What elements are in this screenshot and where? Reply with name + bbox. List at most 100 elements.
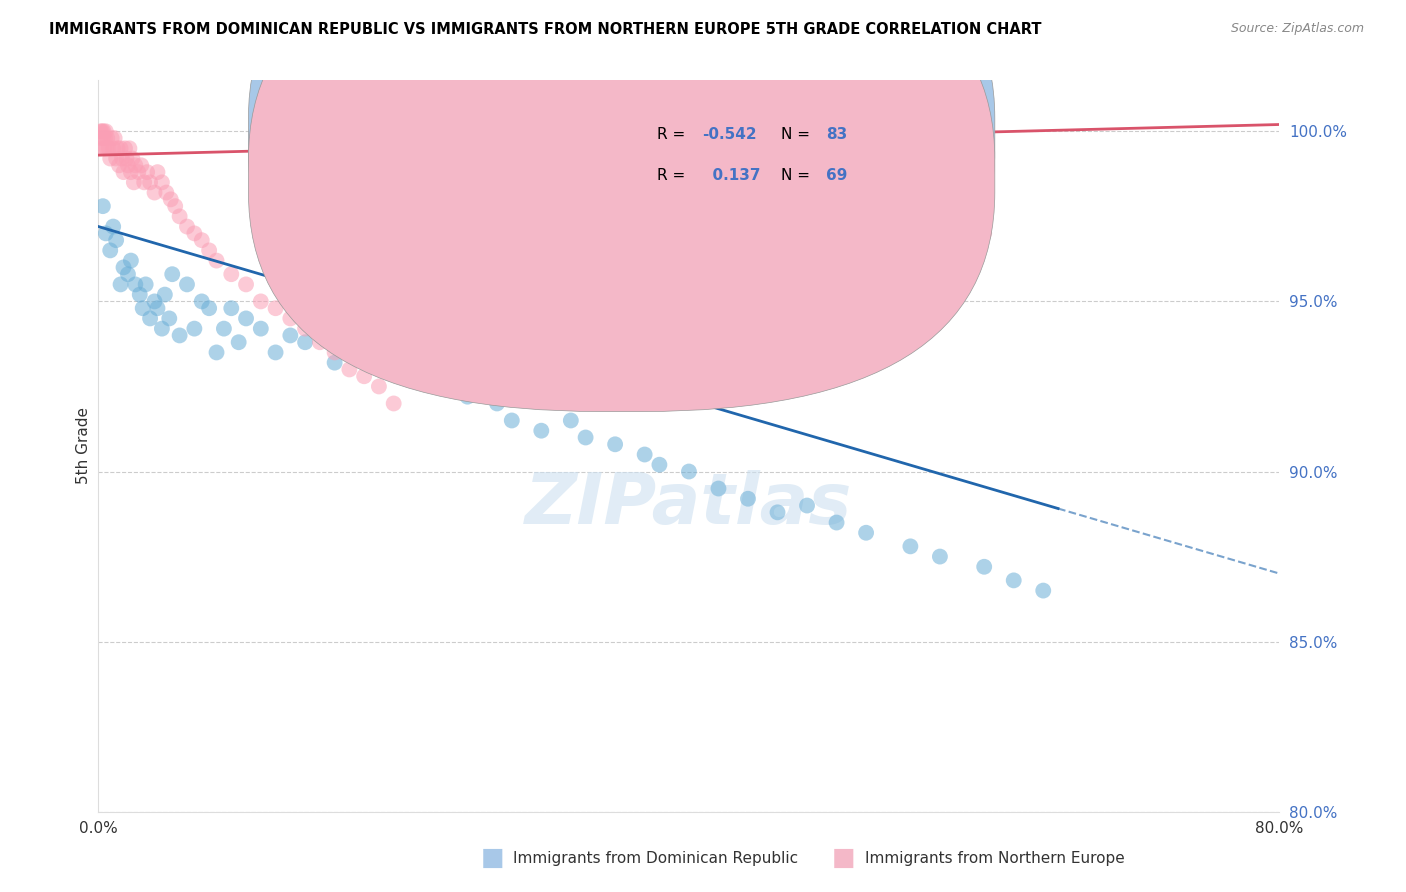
Point <box>309 311 332 326</box>
Point <box>441 362 464 376</box>
Point <box>973 559 995 574</box>
Point <box>118 141 141 155</box>
Point <box>129 158 152 172</box>
Point <box>198 244 221 258</box>
Point <box>250 294 273 309</box>
Point <box>191 294 214 309</box>
Point <box>103 219 125 234</box>
Point <box>900 244 922 258</box>
Point <box>825 233 848 247</box>
Point <box>678 465 700 479</box>
Point <box>94 131 117 145</box>
Point <box>94 227 117 241</box>
Point <box>796 499 818 513</box>
Point <box>368 379 391 393</box>
Point <box>124 277 146 292</box>
Point <box>457 390 479 404</box>
Point <box>648 458 671 472</box>
Point <box>855 525 877 540</box>
Point <box>89 131 111 145</box>
Point <box>94 124 117 138</box>
Point <box>162 267 183 281</box>
Point <box>120 253 142 268</box>
Point <box>100 131 122 145</box>
Point <box>108 158 131 172</box>
Point <box>191 233 214 247</box>
Point <box>634 448 657 462</box>
Point <box>155 186 177 200</box>
Point <box>530 199 553 213</box>
Point <box>127 165 149 179</box>
Point <box>91 199 114 213</box>
Point <box>143 294 166 309</box>
Point <box>112 260 135 275</box>
Point <box>97 141 120 155</box>
Point <box>105 233 128 247</box>
Point <box>501 413 523 427</box>
Point <box>605 219 627 234</box>
Point <box>368 345 391 359</box>
Point <box>353 328 375 343</box>
Point <box>132 301 155 316</box>
Point <box>1002 574 1025 588</box>
Point <box>104 131 127 145</box>
Point <box>117 158 139 172</box>
Point <box>121 152 143 166</box>
Point <box>98 244 121 258</box>
Point <box>280 328 302 343</box>
FancyBboxPatch shape <box>576 103 914 209</box>
Point <box>221 301 243 316</box>
Point <box>737 491 759 506</box>
Point <box>90 124 112 138</box>
Point <box>139 311 162 326</box>
Point <box>575 430 598 444</box>
Text: -0.542: -0.542 <box>702 128 756 142</box>
Point <box>165 199 187 213</box>
Point <box>122 175 145 189</box>
Point <box>112 165 135 179</box>
Point <box>339 362 361 376</box>
Point <box>605 437 627 451</box>
Point <box>205 253 228 268</box>
Point <box>115 152 138 166</box>
Text: ■: ■ <box>481 847 503 870</box>
Text: 83: 83 <box>825 128 848 142</box>
Point <box>825 516 848 530</box>
Point <box>228 335 250 350</box>
Point <box>264 301 287 316</box>
Point <box>98 152 121 166</box>
Point <box>486 396 509 410</box>
Point <box>900 540 922 554</box>
Point <box>93 141 115 155</box>
Point <box>153 287 176 301</box>
Point <box>294 335 316 350</box>
Text: N =: N = <box>782 169 815 183</box>
Point <box>176 277 198 292</box>
Point <box>323 356 346 370</box>
Point <box>427 379 450 393</box>
Point <box>114 141 136 155</box>
Point <box>110 141 132 155</box>
Point <box>110 277 132 292</box>
Point <box>90 141 112 155</box>
Point <box>398 369 420 384</box>
Text: Immigrants from Dominican Republic: Immigrants from Dominican Republic <box>513 851 799 865</box>
Point <box>96 141 118 155</box>
Point <box>146 165 169 179</box>
Point <box>157 311 180 326</box>
Point <box>353 369 375 384</box>
Point <box>183 321 205 335</box>
Point <box>412 356 434 370</box>
Point <box>93 124 115 138</box>
Point <box>235 311 257 326</box>
Point <box>105 152 128 166</box>
Point <box>139 175 162 189</box>
Point <box>169 210 191 224</box>
Text: IMMIGRANTS FROM DOMINICAN REPUBLIC VS IMMIGRANTS FROM NORTHERN EUROPE 5TH GRADE : IMMIGRANTS FROM DOMINICAN REPUBLIC VS IM… <box>49 22 1042 37</box>
Point <box>309 335 332 350</box>
Point <box>973 227 995 241</box>
Point <box>176 219 198 234</box>
Point <box>752 227 775 241</box>
Point <box>146 301 169 316</box>
Point <box>120 165 142 179</box>
